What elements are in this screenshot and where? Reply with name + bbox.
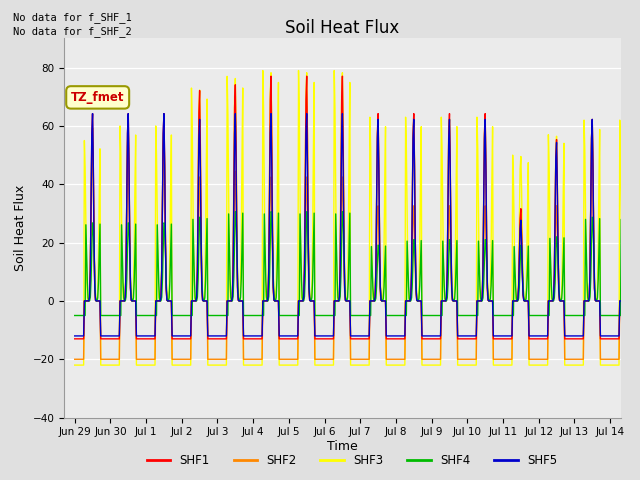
SHF1 [452,298,460,304]
SHF3 [293,362,301,368]
SHF3 [138,362,145,368]
Line: SHF5: SHF5 [75,114,640,336]
SHF2 [271,298,279,304]
SHF1 [293,336,301,342]
Line: SHF3: SHF3 [75,71,640,365]
SHF5 [452,298,460,304]
SHF2 [452,298,460,304]
SHF2 [293,356,301,362]
Line: SHF2: SHF2 [75,128,640,359]
Line: SHF1: SHF1 [75,76,640,339]
SHF4 [71,312,79,318]
SHF3 [271,297,279,303]
SHF4 [232,209,239,215]
X-axis label: Time: Time [327,440,358,453]
SHF5 [293,333,301,339]
SHF4 [138,312,145,318]
SHF5 [89,111,97,117]
Legend: SHF1, SHF2, SHF3, SHF4, SHF5: SHF1, SHF2, SHF3, SHF4, SHF5 [142,449,562,472]
SHF5 [420,333,428,339]
SHF3 [243,362,250,368]
SHF1 [138,336,145,342]
SHF4 [293,312,301,318]
SHF4 [452,283,460,288]
Text: No data for f_SHF_2: No data for f_SHF_2 [13,26,132,37]
SHF1 [420,336,428,342]
SHF1 [243,336,250,342]
SHF4 [271,298,279,304]
SHF3 [452,244,460,250]
SHF2 [420,356,428,362]
SHF2 [89,125,97,131]
SHF5 [71,333,79,339]
Line: SHF4: SHF4 [75,212,640,315]
Text: TZ_fmet: TZ_fmet [71,91,124,104]
Text: No data for f_SHF_1: No data for f_SHF_1 [13,12,132,23]
SHF3 [420,362,428,368]
SHF1 [271,298,279,304]
Title: Soil Heat Flux: Soil Heat Flux [285,19,399,37]
SHF4 [420,312,428,318]
SHF5 [271,298,279,304]
SHF2 [138,356,146,362]
SHF5 [243,333,251,339]
SHF3 [71,362,79,368]
SHF5 [138,333,146,339]
SHF1 [267,73,275,79]
Y-axis label: Soil Heat Flux: Soil Heat Flux [14,185,27,271]
SHF2 [71,356,79,362]
SHF1 [71,336,79,342]
SHF4 [243,312,251,318]
SHF3 [259,68,267,73]
SHF2 [243,356,251,362]
